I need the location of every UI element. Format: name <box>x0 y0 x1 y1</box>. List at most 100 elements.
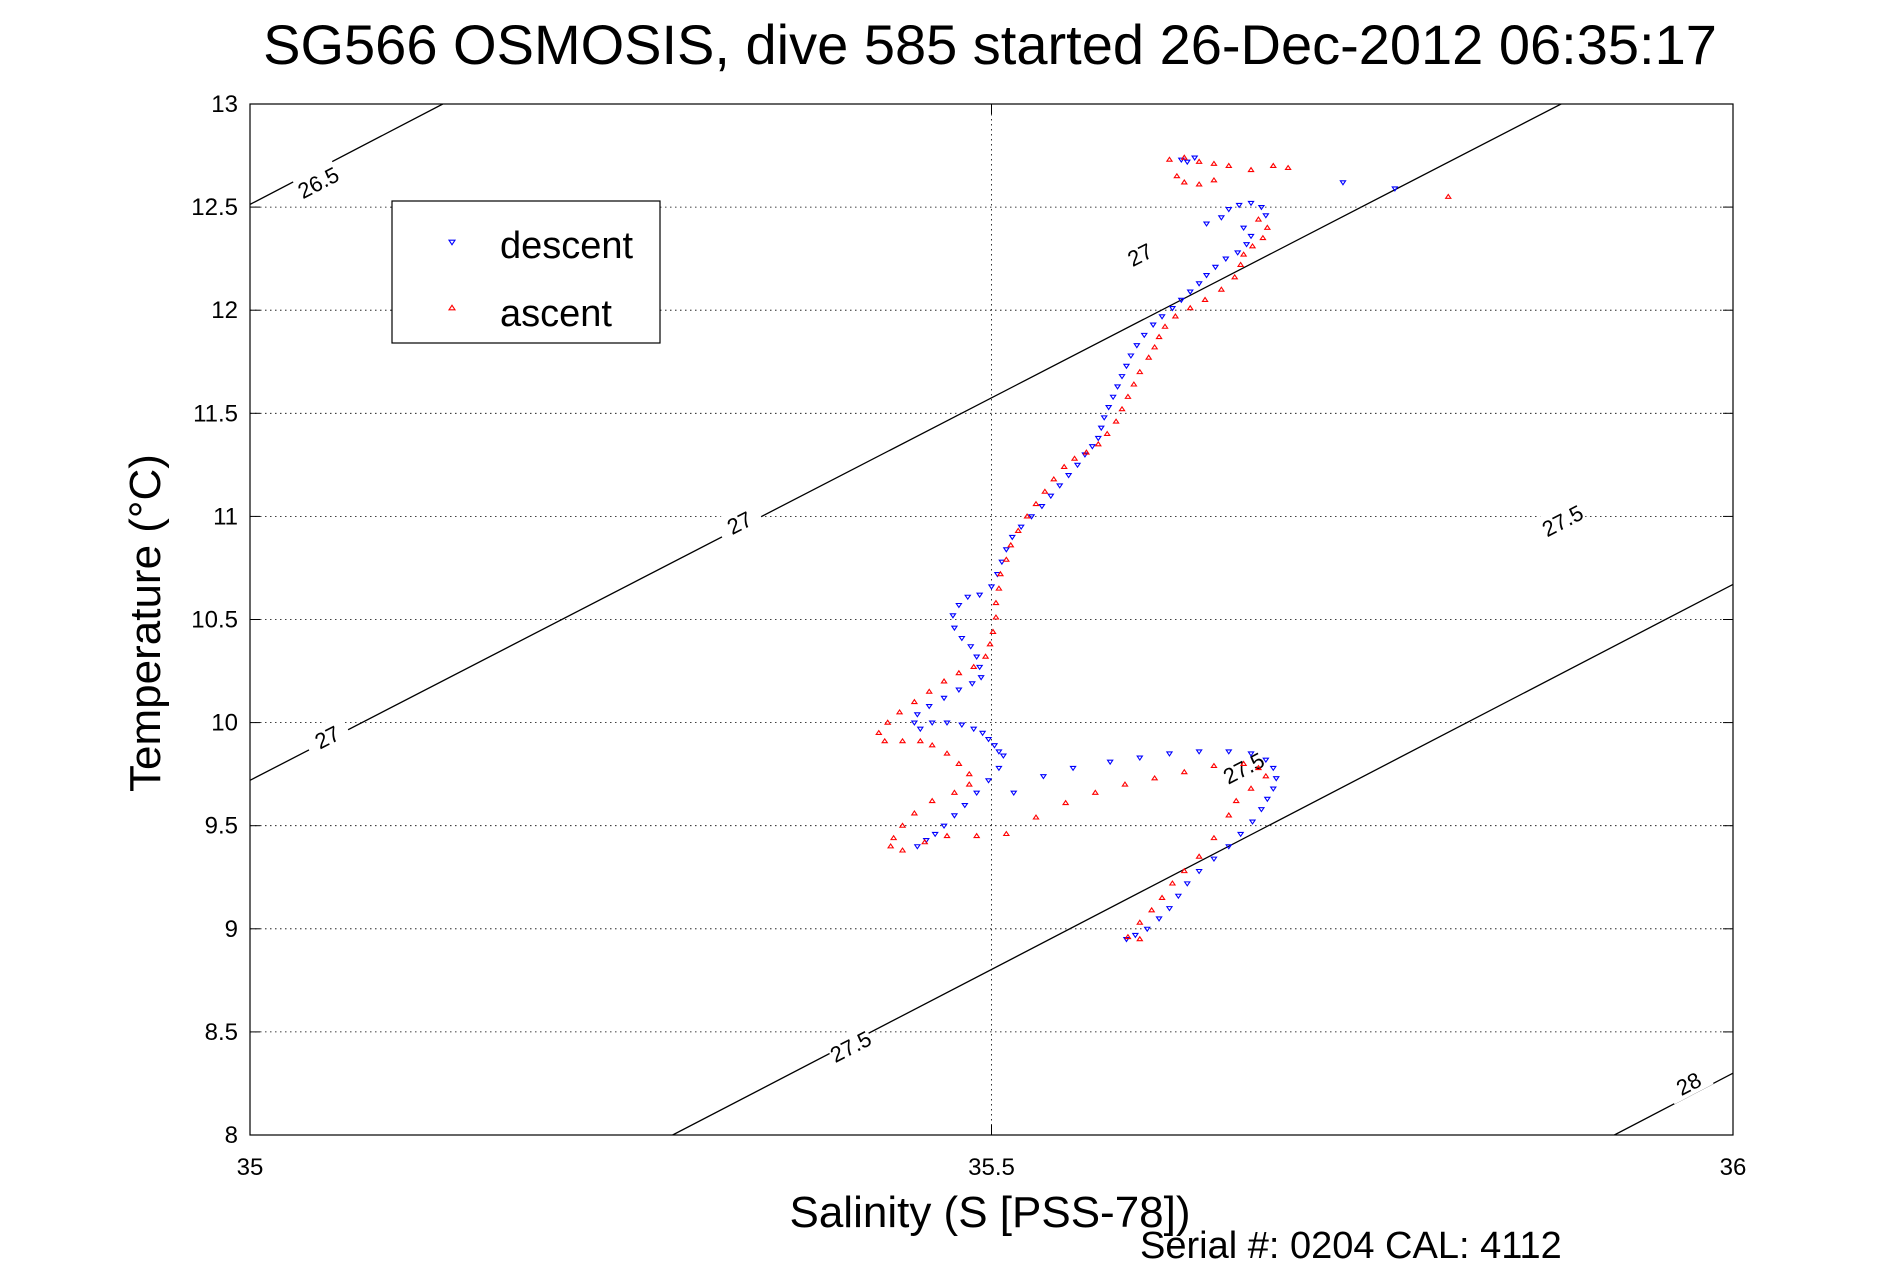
ascent-point <box>965 781 973 787</box>
legend-marker-ascent <box>447 304 457 311</box>
descent-point <box>913 844 921 850</box>
descent-point <box>1038 503 1046 510</box>
ascent-point <box>1103 430 1111 437</box>
ascent-point <box>943 750 951 756</box>
ascent-point <box>1248 242 1257 249</box>
ascent-point <box>1094 440 1102 447</box>
ascent-point <box>898 847 907 853</box>
descent-point <box>1177 157 1185 164</box>
contour-line-27 <box>250 104 1563 781</box>
descent-point <box>1010 790 1018 797</box>
ascent-point <box>1210 762 1218 769</box>
ascent-point <box>916 737 924 744</box>
ascent-point <box>1171 313 1180 319</box>
ascent-point <box>1254 764 1263 771</box>
contour-label-bg <box>1662 1060 1714 1105</box>
y-tick-label: 12 <box>211 297 238 324</box>
contour-label-bg <box>292 159 344 204</box>
ascent-point <box>1168 880 1177 886</box>
descent-point <box>984 778 993 784</box>
ascent-point <box>1070 455 1079 461</box>
descent-point <box>949 613 957 619</box>
descent-point <box>1002 547 1010 553</box>
descent-point <box>1257 807 1266 813</box>
descent-point <box>916 726 924 733</box>
ascent-point <box>986 640 994 647</box>
descent-point <box>950 625 959 632</box>
serial-cal-footer: Serial #: 0204 CAL: 4112 <box>1140 1225 1562 1262</box>
contour-label-bg <box>1536 497 1588 542</box>
y-tick-label: 10.5 <box>191 607 238 634</box>
descent-point <box>1225 207 1233 213</box>
descent-point <box>1122 363 1131 370</box>
descent-point <box>1339 180 1347 186</box>
ascent-point <box>989 628 997 634</box>
descent-point <box>1047 493 1055 500</box>
ascent-point <box>1155 333 1163 340</box>
descent-point <box>1113 384 1122 390</box>
x-tick-label: 36 <box>1720 1154 1747 1181</box>
descent-point <box>925 703 933 710</box>
contour-label-bg <box>1217 745 1269 789</box>
ascent-point <box>1186 304 1194 311</box>
descent-point <box>1105 405 1113 411</box>
descent-point <box>1039 774 1048 780</box>
descent-point <box>1008 534 1016 541</box>
descent-point <box>958 722 966 728</box>
ascent-point <box>1195 181 1203 187</box>
descent-point <box>973 790 981 797</box>
y-tick-label: 11.5 <box>193 400 238 427</box>
ascent-point <box>1050 475 1058 482</box>
descent-point <box>990 743 999 749</box>
ascent-point <box>1210 160 1218 166</box>
y-tick-label: 8 <box>225 1122 238 1149</box>
y-tick-label: 13 <box>211 91 238 118</box>
ascent-point <box>1112 418 1120 424</box>
descent-point <box>1149 322 1157 328</box>
ascent-point <box>1060 463 1068 470</box>
descent-point <box>1106 759 1114 766</box>
ascent-point <box>1151 774 1159 781</box>
ascent-point <box>1032 500 1040 507</box>
ascent-point <box>996 570 1005 577</box>
ascent-point <box>889 834 898 841</box>
series-ascent <box>875 154 1452 942</box>
descent-point <box>1155 916 1163 922</box>
legend-box <box>391 200 661 344</box>
ascent-point <box>995 585 1003 591</box>
contour-line-26-5 <box>250 104 444 205</box>
ascent-point <box>1002 830 1010 837</box>
ascent-point <box>1148 906 1156 913</box>
ascent-point <box>1082 449 1091 455</box>
descent-point <box>950 813 959 819</box>
ascent-point <box>1062 799 1070 806</box>
ascent-point <box>1225 812 1233 818</box>
descent-point <box>1088 444 1096 450</box>
ascent-point <box>1232 797 1240 804</box>
y-axis-label: Temperature (°C) <box>121 454 170 792</box>
ascent-point <box>992 599 1000 606</box>
ascent-point <box>884 719 892 725</box>
descent-point <box>1017 524 1025 531</box>
descent-point <box>1225 749 1233 755</box>
descent-point <box>1262 213 1270 219</box>
data-series <box>875 154 1452 943</box>
ascent-point <box>1130 381 1138 387</box>
contour-label-bg <box>301 714 353 758</box>
descent-point <box>1191 155 1199 161</box>
ascent-point <box>943 832 951 839</box>
ascent-point <box>1136 919 1144 925</box>
x-tick-label: 35.5 <box>968 1154 1015 1181</box>
descent-point <box>976 592 984 599</box>
descent-point <box>1247 200 1255 207</box>
descent-point <box>955 602 963 609</box>
y-tick-label: 9.5 <box>205 813 238 840</box>
ascent-point <box>1269 162 1277 168</box>
y-tick-label: 12.5 <box>191 194 238 221</box>
ascent-point <box>1210 834 1218 841</box>
descent-point <box>998 559 1006 566</box>
descent-point <box>1222 256 1230 262</box>
ascent-point <box>1014 527 1022 533</box>
ascent-point <box>1158 894 1166 900</box>
ascent-point <box>1023 513 1031 519</box>
